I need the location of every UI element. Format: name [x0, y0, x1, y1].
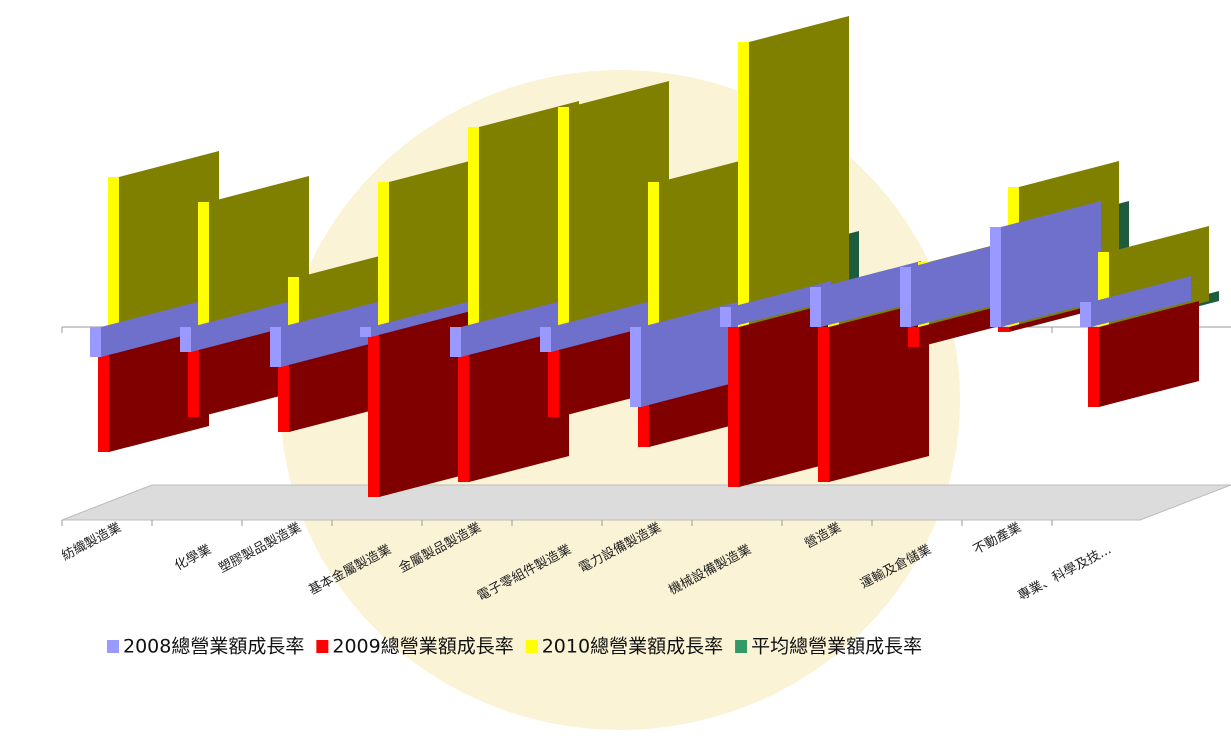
bar: [450, 327, 461, 357]
bar-depth: [461, 301, 561, 357]
bar: [720, 307, 731, 327]
bar: [548, 327, 559, 417]
bar: [630, 327, 641, 407]
bar: [990, 227, 1001, 327]
bar-depth: [739, 301, 839, 487]
x-tick-label: 紡織製造業: [59, 519, 124, 564]
bar: [188, 327, 199, 417]
bar-depth: [1091, 276, 1191, 327]
legend-swatch: [316, 640, 329, 653]
bar-depth: [371, 301, 471, 337]
legend-label: 平均總營業額成長率: [751, 636, 922, 658]
bar: [908, 327, 919, 347]
bar-depth: [209, 176, 309, 327]
bar: [278, 327, 289, 432]
bar-depth: [821, 261, 921, 327]
bar: [540, 327, 551, 352]
bar-depth: [749, 16, 849, 327]
bar-depth: [731, 281, 831, 327]
legend-label: 2010總營業額成長率: [542, 636, 723, 658]
bar: [558, 107, 569, 327]
bar-depth: [299, 251, 399, 327]
bar-depth: [569, 81, 669, 327]
bar: [900, 267, 911, 327]
bar: [468, 127, 479, 327]
bar: [1080, 302, 1091, 327]
bar: [728, 327, 739, 487]
bar: [180, 327, 191, 352]
bar-depth: [389, 156, 489, 327]
legend-swatch: [107, 640, 119, 653]
bar-depth: [1001, 201, 1101, 327]
bar-depth: [119, 151, 219, 327]
bar: [368, 327, 379, 497]
bar: [288, 277, 299, 327]
bar: [108, 177, 119, 327]
bar: [1088, 327, 1099, 407]
bar: [818, 327, 829, 482]
x-tick-label: 化學業: [172, 541, 214, 573]
legend-swatch: [735, 640, 748, 653]
bar: [270, 327, 281, 367]
bar-depth: [101, 301, 201, 357]
x-tick-label: 不動產業: [970, 519, 1023, 558]
floor: [61, 484, 1231, 521]
bar-depth: [551, 301, 651, 352]
bar: [1098, 252, 1109, 327]
bar-depth: [191, 301, 291, 352]
bar-depth: [641, 301, 741, 407]
bar-depth: [829, 301, 929, 482]
bar: [90, 327, 101, 357]
x-tick-label: 塑膠製品製造業: [216, 519, 304, 576]
bar-depth: [1099, 301, 1199, 407]
legend-swatch: [525, 640, 538, 653]
bar: [98, 327, 109, 452]
bar: [648, 182, 659, 327]
bar: [198, 202, 209, 327]
bar: [738, 42, 749, 327]
bar-depth: [911, 241, 1011, 327]
legend-label: 2008總營業額成長率: [123, 636, 304, 658]
bar-depth: [479, 101, 579, 327]
bar: [998, 327, 1009, 332]
bar: [360, 327, 371, 337]
bar: [378, 182, 389, 327]
x-tick-label: 專業、科學及技...: [1015, 541, 1114, 604]
legend-label: 2009總營業額成長率: [332, 636, 513, 658]
bar-depth: [659, 156, 759, 327]
bar: [810, 287, 821, 327]
bar: [458, 327, 469, 482]
bar-depth: [281, 301, 381, 367]
